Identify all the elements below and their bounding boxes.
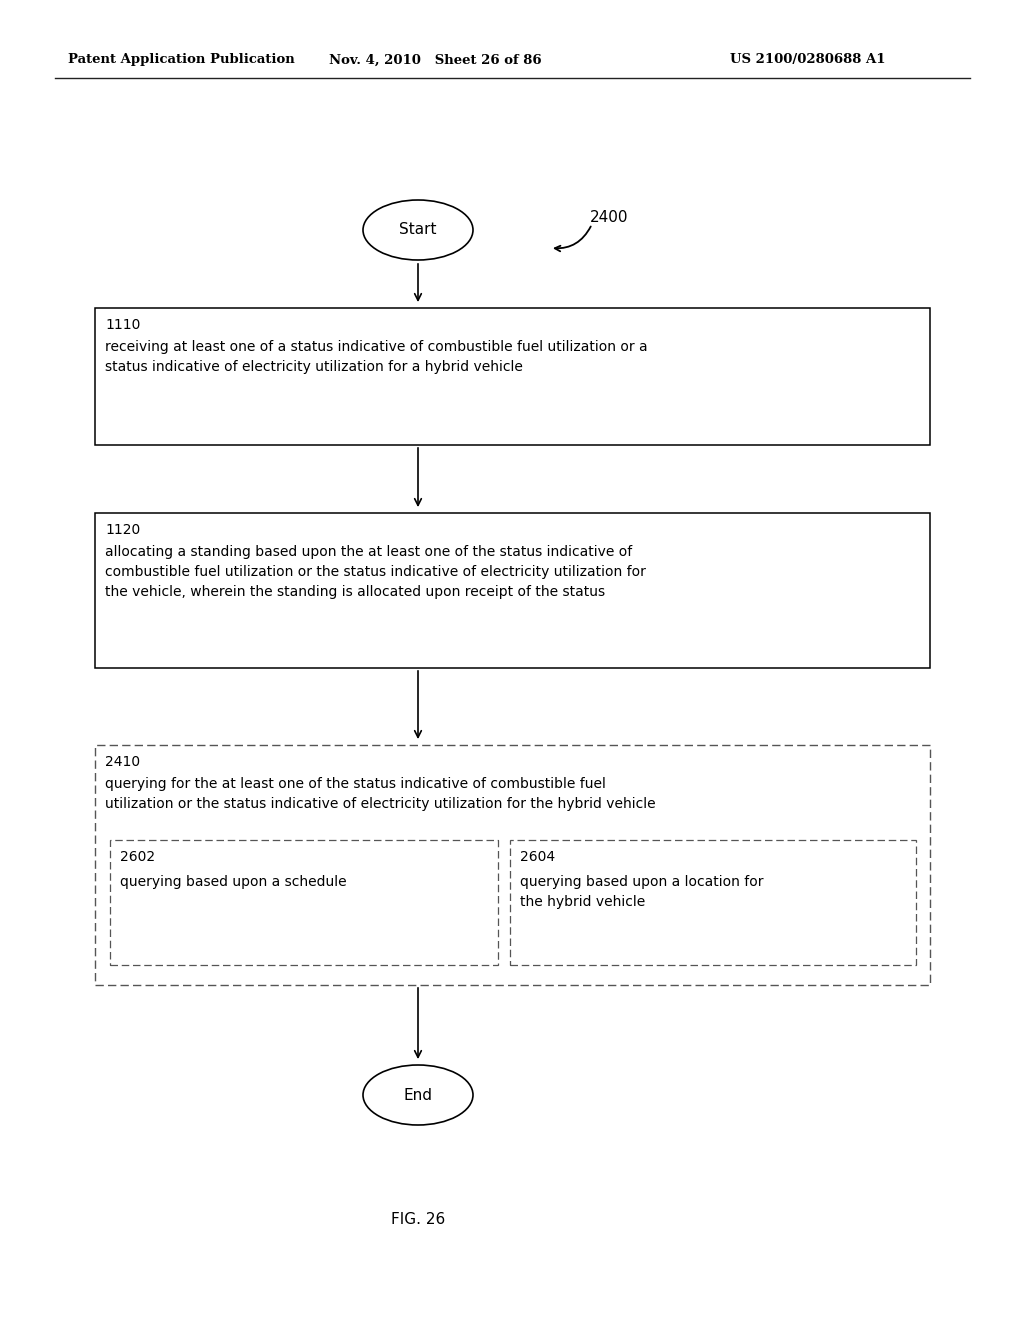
Text: 2604: 2604 — [520, 850, 555, 865]
Text: querying based upon a location for
the hybrid vehicle: querying based upon a location for the h… — [520, 875, 764, 909]
Text: 2602: 2602 — [120, 850, 155, 865]
Bar — [95, 308, 930, 445]
Bar — [110, 840, 498, 965]
Text: allocating a standing based upon the at least one of the status indicative of
co: allocating a standing based upon the at … — [105, 545, 646, 599]
Text: Start: Start — [399, 223, 437, 238]
Text: 2410: 2410 — [105, 755, 140, 770]
Text: 2400: 2400 — [590, 210, 629, 226]
Bar — [510, 840, 916, 965]
Text: querying for the at least one of the status indicative of combustible fuel
utili: querying for the at least one of the sta… — [105, 777, 655, 810]
Text: receiving at least one of a status indicative of combustible fuel utilization or: receiving at least one of a status indic… — [105, 341, 647, 374]
Text: Nov. 4, 2010   Sheet 26 of 86: Nov. 4, 2010 Sheet 26 of 86 — [329, 54, 542, 66]
Text: querying based upon a schedule: querying based upon a schedule — [120, 875, 347, 888]
Ellipse shape — [362, 201, 473, 260]
Text: 1120: 1120 — [105, 523, 140, 537]
Ellipse shape — [362, 1065, 473, 1125]
Text: US 2100/0280688 A1: US 2100/0280688 A1 — [730, 54, 886, 66]
Text: End: End — [403, 1088, 432, 1102]
Text: 1110: 1110 — [105, 318, 140, 333]
Bar — [95, 744, 930, 985]
Text: Patent Application Publication: Patent Application Publication — [68, 54, 295, 66]
Bar — [95, 513, 930, 668]
Text: FIG. 26: FIG. 26 — [391, 1213, 445, 1228]
